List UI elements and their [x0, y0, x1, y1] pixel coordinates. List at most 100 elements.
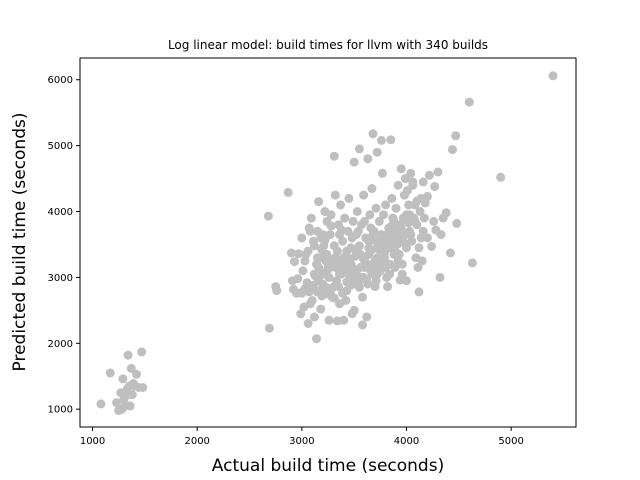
- data-point: [329, 241, 339, 251]
- data-point: [312, 334, 321, 344]
- data-point: [391, 203, 401, 213]
- data-point: [303, 319, 313, 328]
- data-point: [301, 249, 311, 259]
- data-point: [298, 266, 308, 276]
- data-point: [355, 272, 365, 282]
- data-point: [322, 266, 332, 276]
- data-point: [112, 398, 122, 408]
- data-point: [393, 180, 403, 190]
- data-point: [360, 216, 370, 226]
- x-tick-label: 4000: [394, 436, 419, 447]
- data-point: [334, 282, 343, 292]
- x-tick-label: 5000: [498, 436, 523, 447]
- data-point: [126, 363, 136, 373]
- y-tick-label: 4000: [48, 207, 73, 218]
- y-tick-label: 6000: [48, 75, 73, 86]
- data-point: [414, 287, 424, 297]
- data-point: [325, 230, 335, 240]
- data-point: [316, 304, 326, 314]
- data-point: [412, 196, 422, 206]
- data-point: [338, 288, 348, 298]
- data-point: [263, 211, 273, 221]
- data-point: [410, 216, 420, 226]
- data-point: [451, 131, 461, 141]
- data-point: [419, 213, 429, 223]
- data-point: [326, 256, 336, 266]
- data-point: [305, 226, 315, 236]
- y-tick-label: 5000: [48, 141, 73, 152]
- data-point: [363, 279, 373, 289]
- data-point: [413, 263, 423, 272]
- data-point: [433, 167, 443, 177]
- data-point: [548, 71, 558, 81]
- data-point: [137, 347, 147, 357]
- data-point: [415, 207, 425, 216]
- data-point: [125, 401, 135, 411]
- data-point: [347, 233, 357, 243]
- data-point: [329, 293, 339, 303]
- data-point: [318, 230, 328, 240]
- data-point: [422, 233, 432, 243]
- data-point: [386, 135, 396, 145]
- chart-title: Log linear model: build times for llvm w…: [168, 38, 488, 52]
- data-point: [408, 180, 418, 190]
- data-point: [272, 286, 282, 296]
- data-point: [400, 230, 410, 240]
- data-point: [283, 187, 293, 197]
- y-tick-label: 2000: [48, 339, 73, 350]
- data-point: [342, 246, 352, 256]
- x-tick-label: 2000: [184, 436, 209, 447]
- data-point: [376, 135, 386, 145]
- data-point: [376, 256, 386, 266]
- data-point: [364, 236, 374, 246]
- data-point: [379, 210, 388, 220]
- data-point: [385, 269, 395, 279]
- data-point: [332, 316, 342, 326]
- data-point: [314, 263, 324, 272]
- data-point: [353, 226, 363, 236]
- data-point: [377, 168, 387, 178]
- y-axis-ticks: 1000 2000 3000 4000 5000 6000: [48, 75, 80, 416]
- data-point: [294, 249, 304, 259]
- data-point: [397, 269, 407, 279]
- data-point: [336, 200, 346, 210]
- data-point: [308, 280, 318, 290]
- data-point: [118, 374, 128, 384]
- data-point: [317, 245, 327, 255]
- data-point: [405, 210, 415, 220]
- data-point: [138, 383, 148, 392]
- data-point: [367, 184, 377, 193]
- data-point: [388, 233, 398, 243]
- data-point: [496, 172, 506, 182]
- data-point: [380, 247, 389, 257]
- data-point: [374, 216, 384, 226]
- data-point: [330, 190, 340, 200]
- data-point: [309, 241, 319, 251]
- data-point: [430, 182, 440, 191]
- data-point: [441, 208, 451, 218]
- data-point: [304, 287, 314, 297]
- data-point: [354, 144, 364, 154]
- data-point: [371, 203, 381, 213]
- data-point: [330, 263, 340, 272]
- data-point: [425, 170, 434, 180]
- data-point: [358, 292, 367, 302]
- data-point: [309, 312, 319, 322]
- data-point: [313, 253, 322, 263]
- plot-frame: [79, 57, 577, 428]
- data-point: [354, 241, 364, 251]
- data-point: [293, 274, 303, 284]
- data-point: [340, 213, 350, 223]
- data-point: [344, 193, 354, 203]
- data-point: [368, 263, 378, 272]
- data-point: [452, 218, 462, 228]
- x-axis-label: Actual build time (seconds): [212, 456, 444, 476]
- data-point: [392, 240, 402, 249]
- data-point: [343, 256, 353, 266]
- data-point: [297, 233, 307, 243]
- data-point: [406, 168, 416, 178]
- data-point: [422, 191, 432, 201]
- y-tick-label: 1000: [48, 405, 73, 416]
- data-point: [418, 226, 428, 236]
- data-point: [387, 193, 397, 203]
